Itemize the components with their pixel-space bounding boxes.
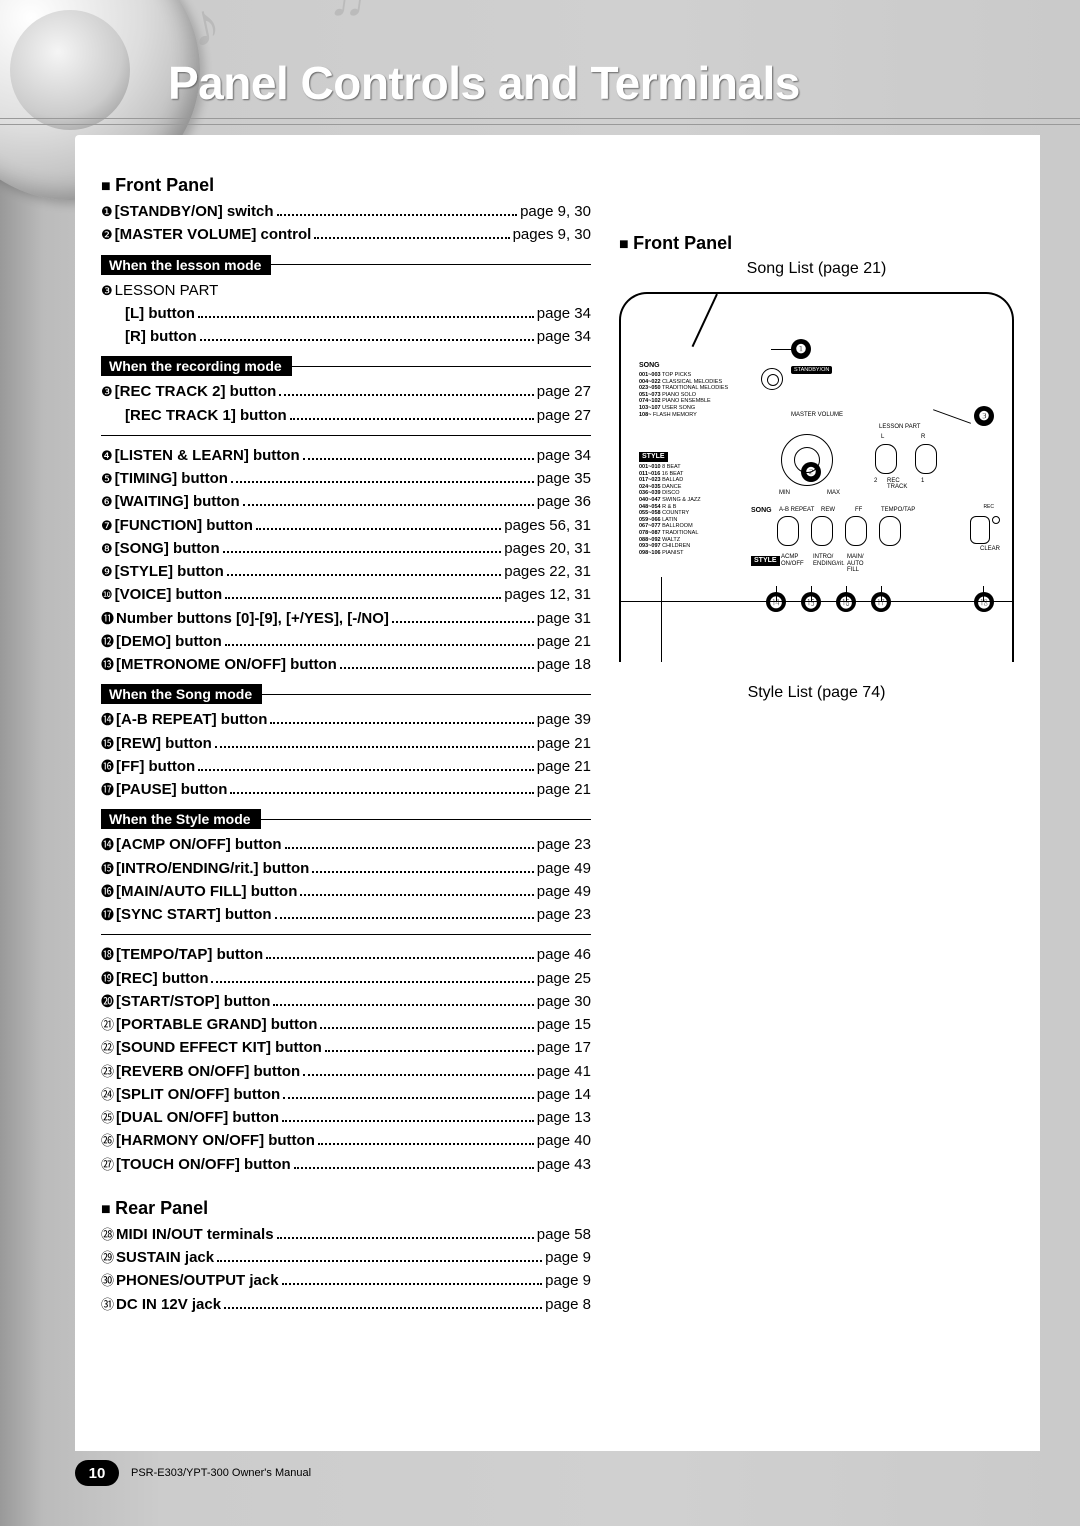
main-label: MAIN/ AUTO FILL <box>847 554 877 574</box>
panel-diagram: ❶ ❷ ❸ ⓮ ⓯ ⓰ ⓱ ⓲ SONG 001~003 TOP PICKS00… <box>619 292 1014 662</box>
toc-row: ㉚PHONES/OUTPUT jackpage 9 <box>101 1269 591 1292</box>
toc-row: ⓯[REW] buttonpage 21 <box>101 732 591 755</box>
toc-row: ㉑[PORTABLE GRAND] buttonpage 15 <box>101 1013 591 1036</box>
toc-row: ❼[FUNCTION] buttonpages 56, 31 <box>101 514 591 537</box>
toc-row: ❸[REC TRACK 2] buttonpage 27 <box>101 380 591 403</box>
header-rule <box>0 118 1080 119</box>
l-label: L <box>881 434 884 441</box>
toc-row: [L] buttonpage 34 <box>101 302 591 325</box>
song-row-label: SONG <box>751 507 772 515</box>
toc-row: ⓯[INTRO/ENDING/rit.] buttonpage 49 <box>101 857 591 880</box>
toc-row: ㉒[SOUND EFFECT KIT] buttonpage 17 <box>101 1036 591 1059</box>
toc-row: ⓬[DEMO] buttonpage 21 <box>101 630 591 653</box>
toc-row: ⓲[TEMPO/TAP] buttonpage 46 <box>101 943 591 966</box>
toc-row: ❷[MASTER VOLUME] controlpages 9, 30 <box>101 223 591 246</box>
acmp-label: ACMP ON/OFF <box>781 554 809 567</box>
front-panel-heading: Front Panel <box>101 175 591 196</box>
toc-row: ❾[STYLE] buttonpages 22, 31 <box>101 560 591 583</box>
music-note-icon: ♫ <box>326 0 371 30</box>
toc-row: ⓱[SYNC START] buttonpage 23 <box>101 903 591 926</box>
toc-row: ⓮[A-B REPEAT] buttonpage 39 <box>101 708 591 731</box>
style-list-caption: Style List (page 74) <box>619 684 1014 702</box>
rec-btn-icon <box>970 516 990 544</box>
l-button-icon <box>875 444 897 474</box>
intro-label: INTRO/ ENDING/rit. <box>813 554 843 567</box>
toc-row: ⓱[PAUSE] buttonpage 21 <box>101 778 591 801</box>
min-label: MIN <box>779 490 790 497</box>
mode-bar-song: When the Song mode <box>101 684 591 704</box>
standby-label: STANDBY/ON <box>791 366 832 374</box>
toc-row: ❸LESSON PART <box>101 279 591 302</box>
rear-panel-heading: Rear Panel <box>101 1198 591 1219</box>
toc-row: ❻[WAITING] buttonpage 36 <box>101 490 591 513</box>
left-column: Front Panel ❶[STANDBY/ON] switchpage 9, … <box>101 165 591 1421</box>
callout-3: ❸ <box>974 406 994 426</box>
rew-btn-icon <box>811 516 833 546</box>
n2-label: 2 <box>874 478 877 485</box>
mode-bar-lesson: When the lesson mode <box>101 255 591 275</box>
clear-label: CLEAR <box>980 546 1000 553</box>
toc-row: ❶[STANDBY/ON] switchpage 9, 30 <box>101 200 591 223</box>
rule <box>101 435 591 436</box>
mode-bar-recording: When the recording mode <box>101 356 591 376</box>
master-volume-label: MASTER VOLUME <box>791 412 843 419</box>
song-list-caption: Song List (page 21) <box>619 260 1014 278</box>
ff-label: FF <box>855 507 862 514</box>
ab-btn-icon <box>777 516 799 546</box>
page-title: Panel Controls and Terminals <box>168 56 800 110</box>
max-label: MAX <box>827 490 840 497</box>
r-label: R <box>921 434 925 441</box>
toc-row: ㉕[DUAL ON/OFF] buttonpage 13 <box>101 1106 591 1129</box>
volume-knob-icon <box>781 434 833 486</box>
page-number: 10 <box>75 1460 119 1486</box>
rew-label: REW <box>821 507 835 514</box>
header-rule <box>0 124 1080 125</box>
content-area: Front Panel ❶[STANDBY/ON] switchpage 9, … <box>75 135 1040 1451</box>
toc-row: ⓭[METRONOME ON/OFF] buttonpage 18 <box>101 653 591 676</box>
toc-row: ⓫Number buttons [0]-[9], [+/YES], [-/NO]… <box>101 607 591 630</box>
toc-row: ⓮[ACMP ON/OFF] buttonpage 23 <box>101 833 591 856</box>
lesson-part-label: LESSON PART <box>879 424 920 431</box>
toc-row: ㉔[SPLIT ON/OFF] buttonpage 14 <box>101 1083 591 1106</box>
toc-row: ㉖[HARMONY ON/OFF] buttonpage 40 <box>101 1129 591 1152</box>
tempo-label: TEMPO/TAP <box>881 507 915 514</box>
callout-18: ⓲ <box>974 592 994 612</box>
right-column: Front Panel Song List (page 21) ❶ ❷ ❸ ⓮ … <box>619 165 1014 1421</box>
toc-row: ⓳[REC] buttonpage 25 <box>101 967 591 990</box>
style-label: STYLE <box>639 452 668 462</box>
mode-bar-style: When the Style mode <box>101 809 591 829</box>
front-panel-heading-right: Front Panel <box>619 233 1014 254</box>
rule <box>101 934 591 935</box>
toc-row: ㉓[REVERB ON/OFF] buttonpage 41 <box>101 1060 591 1083</box>
toc-row: ❹[LISTEN & LEARN] buttonpage 34 <box>101 444 591 467</box>
rec-led-icon <box>992 516 1000 524</box>
callout-1: ❶ <box>791 339 811 359</box>
rec-small: REC <box>983 504 994 510</box>
ab-repeat-label: A-B REPEAT <box>779 507 814 514</box>
toc-row: ㉛DC IN 12V jackpage 8 <box>101 1293 591 1316</box>
toc-row: ⓴[START/STOP] buttonpage 30 <box>101 990 591 1013</box>
toc-row: ❺[TIMING] buttonpage 35 <box>101 467 591 490</box>
n1-label: 1 <box>921 478 924 485</box>
r-button-icon <box>915 444 937 474</box>
toc-row: ㉙SUSTAIN jackpage 9 <box>101 1246 591 1269</box>
toc-row: ❿[VOICE] buttonpages 12, 31 <box>101 583 591 606</box>
song-categories: 001~003 TOP PICKS004~022 CLASSICAL MELOD… <box>639 372 728 418</box>
pause-btn-icon <box>879 516 901 546</box>
toc-row: ❽[SONG] buttonpages 20, 31 <box>101 537 591 560</box>
toc-row: ㉘MIDI IN/OUT terminalspage 58 <box>101 1223 591 1246</box>
style-categories: 001~010 8 BEAT011~016 16 BEAT017~023 BAL… <box>639 464 701 556</box>
standby-switch-icon <box>761 368 783 390</box>
style-row-label: STYLE <box>751 556 780 566</box>
ff-btn-icon <box>845 516 867 546</box>
track-label: TRACK <box>887 484 907 491</box>
toc-row: [REC TRACK 1] buttonpage 27 <box>101 404 591 427</box>
toc-row: [R] buttonpage 34 <box>101 325 591 348</box>
song-label: SONG <box>639 362 660 370</box>
toc-row: ⓰[MAIN/AUTO FILL] buttonpage 49 <box>101 880 591 903</box>
footer-text: PSR-E303/YPT-300 Owner's Manual <box>131 1467 311 1479</box>
toc-row: ⓰[FF] buttonpage 21 <box>101 755 591 778</box>
toc-row: ㉗[TOUCH ON/OFF] buttonpage 43 <box>101 1153 591 1176</box>
page-footer: 10 PSR-E303/YPT-300 Owner's Manual <box>75 1460 311 1486</box>
